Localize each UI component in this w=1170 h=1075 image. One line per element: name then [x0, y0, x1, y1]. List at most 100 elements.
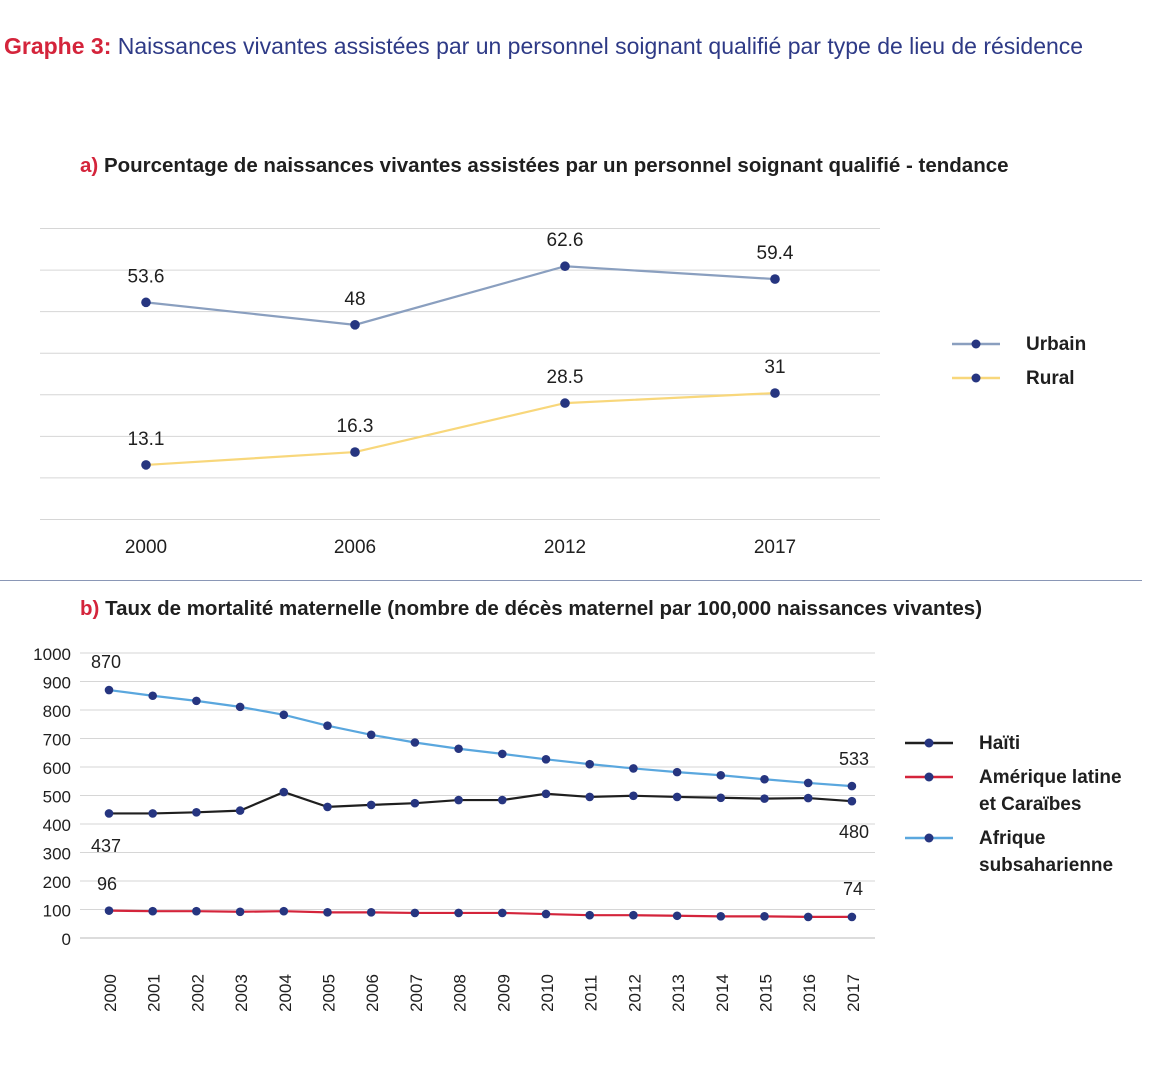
chart-b-haiti-point: [585, 792, 594, 802]
chart-b-y-tick-label: 300: [43, 845, 71, 864]
chart-b-afrique-subsaharienne-point: [672, 767, 682, 777]
title-prefix: Graphe 3:: [4, 33, 112, 59]
chart-b-x-tick-label: 2016: [800, 974, 819, 1012]
chart-b-afrique-subsaharienne-point: [498, 749, 507, 759]
chart-b-y-tick-label: 0: [62, 930, 71, 949]
chart-b-x-tick-label: 2011: [582, 975, 601, 1012]
chart-b-y-tick-label: 700: [43, 731, 71, 750]
legend-item-afrique-subsaharienne: Afrique subsaharienne: [905, 825, 1113, 879]
chart-b-haiti-point: [366, 800, 376, 810]
chart-b-haiti-point: [323, 802, 332, 812]
chart-a-rural-point: [141, 460, 151, 470]
chart-a-x-tick-label: 2012: [544, 537, 586, 558]
chart-b-haiti-point: [803, 793, 813, 803]
chart-a-series-rural-line: [145, 391, 776, 467]
chart-b-x-tick-label: 2003: [232, 974, 251, 1012]
chart-a-rural-point: [560, 398, 570, 408]
chart-b-x-tick-label: 2000: [101, 974, 120, 1012]
chart-b-x-tick-label: 2002: [188, 974, 207, 1012]
chart-b-x-tick-label: 2005: [320, 974, 339, 1012]
chart-b-y-tick-label: 1000: [33, 645, 71, 664]
chart-a-urbain-data-label: 53.6: [128, 266, 165, 287]
chart-a-x-tick-label: 2017: [754, 537, 796, 558]
chart-b-afrique-subsaharienne-point: [585, 759, 594, 769]
chart-a-x-tick-label: 2006: [334, 537, 376, 558]
chart-b-y-tick-label: 200: [43, 873, 71, 892]
chart-b-afrique-subsaharienne-point: [760, 774, 769, 784]
chart-a-rural-data-label: 31: [764, 357, 785, 378]
legend-marker: [971, 373, 981, 383]
chart-b-amerique-latine-et-caraibes-point: [192, 906, 201, 916]
chart-b-x-tick-label: 2009: [494, 974, 513, 1012]
chart-b-haiti-point: [716, 793, 726, 803]
legend-item-amerique-latine-et-caraibes: Amérique latine et Caraïbes: [905, 764, 1122, 818]
chart-b-amerique-latine-et-caraibes-point: [541, 909, 551, 919]
chart-b-amerique-latine-et-caraibes-point: [672, 911, 682, 921]
chart-a-urbain-point: [770, 274, 780, 284]
legend-label: Rural: [1026, 368, 1075, 389]
chart-b-afrique-subsaharienne-point: [148, 691, 157, 701]
chart-a-urbain-point: [350, 320, 360, 330]
legend-item-urbain: Urbain: [952, 331, 1086, 358]
chart-a-letter: a): [80, 154, 99, 177]
chart-b-y-tick-label: 100: [43, 902, 71, 921]
chart-b-afrique-subsaharienne-point: [235, 702, 245, 712]
chart-b-series-haiti-line: [109, 790, 852, 815]
legend-marker: [924, 772, 934, 782]
chart-b-y-tick-label: 500: [43, 788, 71, 807]
chart-b-y-tick-label: 400: [43, 816, 71, 835]
legend-swatch-icon: [905, 833, 953, 843]
chart-a-urbain-data-label: 48: [344, 289, 365, 310]
chart-b-afrique-subsaharienne-point: [192, 696, 201, 706]
chart-b-haiti-point: [235, 806, 245, 815]
chart-b-afrique-subsaharienne-point: [847, 781, 857, 791]
chart-b-amerique-latine-et-caraibes-point: [279, 906, 289, 916]
chart-b-x-tick-label: 2017: [844, 974, 863, 1012]
chart-a-rural-point: [350, 447, 360, 457]
chart-b-haiti-point: [192, 808, 201, 817]
chart-a-rural-data-label: 13.1: [128, 429, 165, 450]
chart-b-y-tick-label: 600: [43, 759, 71, 778]
legend-label: Afrique subsaharienne: [979, 828, 1114, 876]
chart-b-afrique-subsaharienne-point: [629, 764, 638, 773]
chart-b-haiti-end-label: 480: [839, 822, 869, 842]
chart-a-urbain-point: [141, 297, 151, 308]
legend-label: Amérique latine et Caraïbes: [979, 767, 1122, 815]
chart-a-urbain-data-label: 62.6: [547, 230, 584, 251]
chart-b-afrique-subsaharienne-end-label: 533: [839, 749, 869, 769]
section-divider: [0, 580, 1142, 581]
chart-b-haiti-point: [410, 798, 420, 808]
chart-b-x-tick-label: 2008: [451, 974, 470, 1012]
chart-b-haiti-point: [847, 796, 857, 806]
chart-b-amerique-latine-et-caraibes-point: [454, 908, 463, 918]
chart-b-x-tick-label: 2013: [669, 974, 688, 1012]
chart-b-series-amerique-latine-et-caraibes-line: [108, 909, 852, 919]
legend-swatch-icon: [952, 373, 1000, 383]
chart-b-amerique-latine-et-caraibes-point: [235, 907, 245, 917]
chart-a-rural-data-label: 28.5: [547, 367, 584, 388]
chart-b-haiti-point: [498, 795, 507, 805]
legend-swatch-icon: [905, 772, 953, 782]
chart-b-haiti-point: [672, 792, 682, 802]
chart-b-amerique-latine-et-caraibes-point: [760, 912, 769, 921]
chart-b-amerique-latine-et-caraibes-start-label: 96: [97, 874, 117, 894]
chart-b-x-tick-label: 2014: [713, 974, 732, 1012]
chart-a-rural-data-label: 16.3: [337, 416, 374, 437]
chart-a-series-urbain-line: [145, 265, 776, 326]
chart-b-x-tick-label: 2012: [625, 974, 644, 1012]
legend-label: Urbain: [1026, 334, 1087, 355]
chart-a-urbain-point: [560, 261, 570, 272]
chart-a-title: a) Pourcentage de naissances vivantes as…: [80, 154, 1009, 178]
legend-marker: [924, 738, 934, 748]
chart-b-amerique-latine-et-caraibes-point: [803, 912, 813, 922]
chart-b-x-tick-label: 2001: [145, 974, 164, 1012]
chart-b-amerique-latine-et-caraibes-point: [847, 912, 857, 922]
chart-b-x-tick-label: 2010: [538, 974, 557, 1012]
chart-b-haiti-point: [541, 789, 551, 799]
chart-b-haiti-start-label: 437: [91, 836, 121, 856]
chart-b-haiti-point: [760, 794, 769, 803]
chart-b-y-tick-label: 900: [43, 674, 71, 693]
chart-b-afrique-subsaharienne-point: [541, 755, 551, 764]
